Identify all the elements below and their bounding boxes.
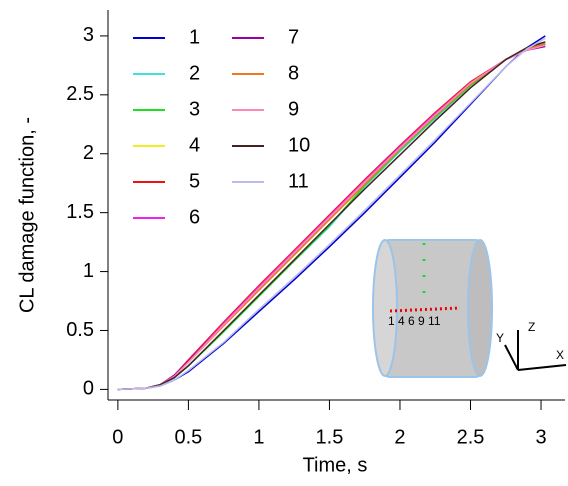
x-tick-label: 1 xyxy=(253,426,264,448)
legend-label: 2 xyxy=(189,62,200,84)
y-tick-label: 2.5 xyxy=(66,83,94,105)
y-axis-label: CL damage function, - xyxy=(16,117,38,313)
triad-y xyxy=(504,344,519,371)
x-tick-label: 2.5 xyxy=(457,426,485,448)
triad-label: X xyxy=(556,348,564,362)
legend-label: 7 xyxy=(288,26,299,48)
legend-label: 8 xyxy=(288,62,299,84)
inset-label: 1 4 6 9 11 xyxy=(388,314,441,328)
legend-label: 6 xyxy=(189,206,200,228)
legend-label: 10 xyxy=(288,134,310,156)
triad-x xyxy=(517,364,567,371)
y-tick-label: 3 xyxy=(83,24,94,46)
triad-label: Y xyxy=(496,331,504,345)
inset: 1 4 6 9 11 X Y Z xyxy=(372,239,567,378)
x-tick-label: 3 xyxy=(535,426,546,448)
cylinder-face xyxy=(372,239,398,377)
y-tick-label: 1.5 xyxy=(66,201,94,223)
legend-label: 1 xyxy=(189,26,200,48)
cylinder-body xyxy=(384,239,481,378)
x-tick-label: 0 xyxy=(112,426,123,448)
legend-label: 4 xyxy=(189,134,200,156)
series-line xyxy=(117,41,546,391)
y-tick-label: 1 xyxy=(83,260,94,282)
cylinder-end xyxy=(467,239,493,377)
x-tick-label: 1.5 xyxy=(316,426,344,448)
legend-label: 3 xyxy=(189,98,200,120)
legend-label: 9 xyxy=(288,98,299,120)
triad-label: Z xyxy=(528,320,535,334)
y-tick-label: 0 xyxy=(83,378,94,400)
x-axis-label: Time, s xyxy=(303,454,368,476)
x-tick-label: 2 xyxy=(394,426,405,448)
legend-label: 5 xyxy=(189,170,200,192)
x-tick-label: 0.5 xyxy=(174,426,202,448)
legend-label: 11 xyxy=(288,170,309,192)
y-tick-label: 0.5 xyxy=(66,319,94,341)
sensor-row xyxy=(389,306,461,313)
y-tick-label: 2 xyxy=(83,142,94,164)
series-line xyxy=(117,37,546,391)
